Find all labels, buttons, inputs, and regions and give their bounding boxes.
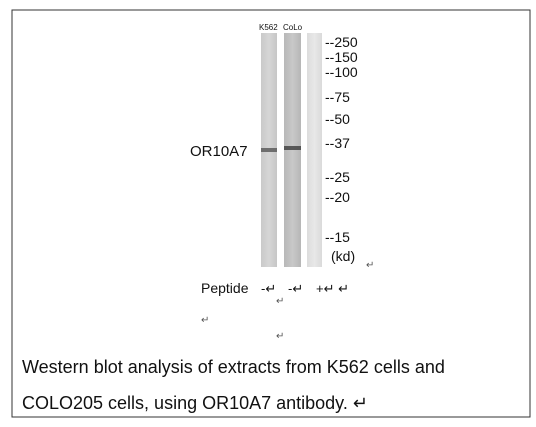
- marker-label: --25: [325, 169, 350, 185]
- peptide-label: Peptide: [201, 280, 249, 296]
- marker-label: --15: [325, 229, 350, 245]
- protein-label: OR10A7: [190, 143, 248, 160]
- return-mark: ↵: [201, 315, 209, 326]
- marker-label: --50: [325, 111, 350, 127]
- lane-label: CoLo: [283, 23, 303, 32]
- marker-label: --250: [325, 34, 358, 50]
- caption: Western blot analysis of extracts from K…: [22, 357, 445, 377]
- peptide-sign: -↵: [288, 281, 303, 296]
- marker-label: --100: [325, 64, 358, 80]
- caption: COLO205 cells, using OR10A7 antibody. ↵: [22, 393, 368, 413]
- marker-label: (kd): [331, 248, 355, 264]
- peptide-sign: -↵: [261, 281, 276, 296]
- band: [261, 148, 277, 152]
- band: [284, 146, 301, 150]
- lane-label: K562: [259, 23, 278, 32]
- lane: [307, 33, 322, 267]
- peptide-sign: +↵ ↵: [316, 281, 349, 296]
- return-mark: ↵: [366, 260, 374, 271]
- return-mark: ↵: [276, 331, 284, 342]
- marker-label: --20: [325, 189, 350, 205]
- marker-label: --150: [325, 49, 358, 65]
- marker-label: --75: [325, 89, 350, 105]
- return-mark: ↵: [276, 296, 284, 307]
- frame: [11, 9, 531, 418]
- marker-label: --37: [325, 135, 350, 151]
- markers: --250--150--100 --75 --50 --37 --25 --20 --15 (…: [325, 34, 358, 264]
